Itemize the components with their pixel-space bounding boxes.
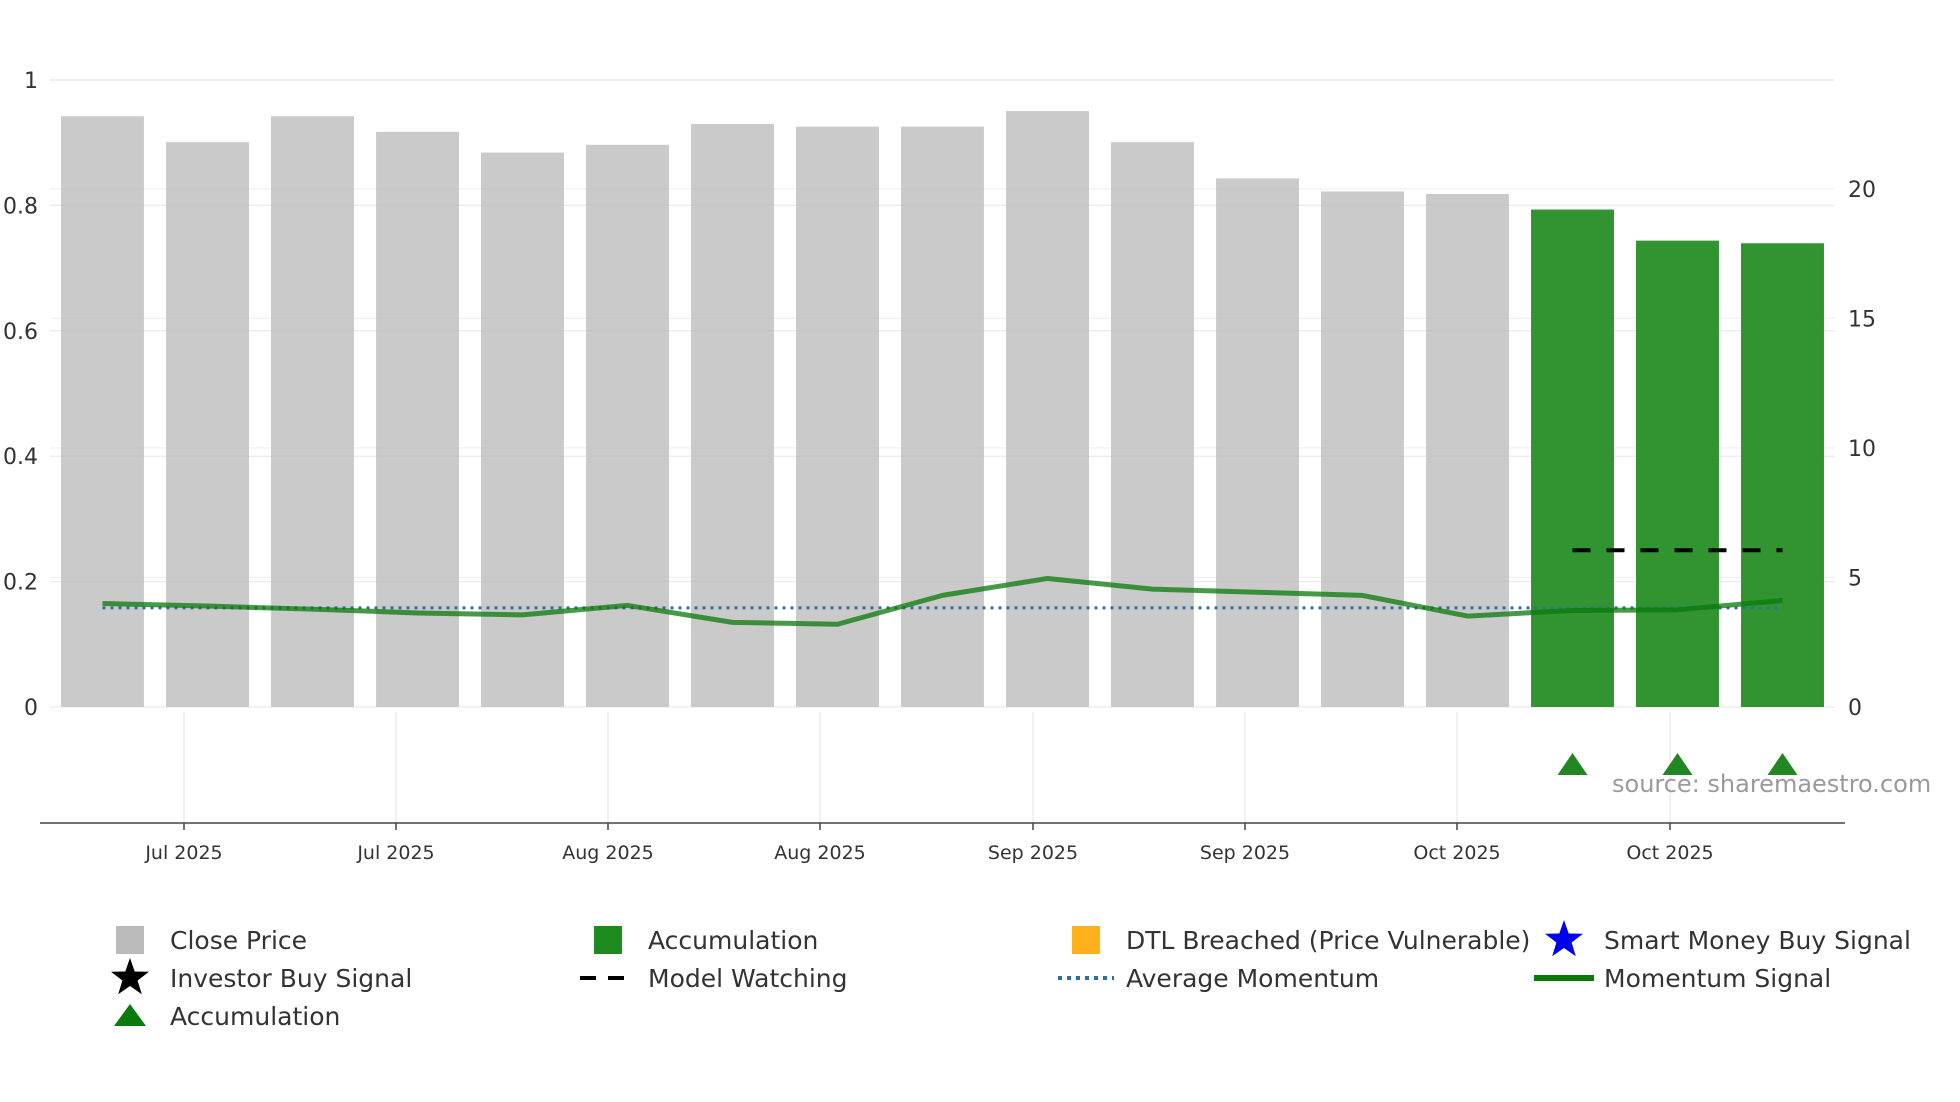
accumulation-bar	[1531, 209, 1614, 707]
right-tick-label: 5	[1848, 566, 1862, 591]
left-tick-label: 0	[24, 696, 38, 721]
legend-label: Close Price	[170, 926, 307, 955]
legend-label: DTL Breached (Price Vulnerable)	[1126, 926, 1530, 955]
close-price-bar	[586, 144, 669, 708]
legend-star-icon	[111, 958, 149, 995]
legend-label: Average Momentum	[1126, 964, 1379, 993]
close-price-bar	[271, 116, 354, 708]
left-tick-label: 0.6	[3, 320, 38, 345]
legend-label: Smart Money Buy Signal	[1604, 926, 1911, 955]
legend: Close Price Accumulation DTL Breached (Pri…	[111, 920, 1911, 1031]
x-tick-label: Aug 2025	[774, 842, 866, 864]
momentum-signal-line	[102, 575, 1783, 627]
legend-square-icon	[594, 926, 622, 954]
close-price-bar	[1216, 178, 1299, 708]
accumulation-bar	[1636, 240, 1719, 708]
accumulation-marker	[1662, 753, 1693, 775]
close-price-bar	[901, 126, 984, 708]
source-label: source: sharemaestro.com	[1612, 770, 1931, 798]
left-tick-label: 0.8	[3, 194, 38, 219]
legend-triangle-icon	[114, 1004, 146, 1026]
x-tick-label: Jul 2025	[356, 842, 434, 864]
x-tick-label: Oct 2025	[1626, 842, 1713, 864]
close-price-bar	[376, 131, 459, 707]
left-tick-label: 1	[24, 69, 38, 94]
accumulation-marker	[1767, 753, 1798, 775]
x-tick-label: Jul 2025	[144, 842, 222, 864]
right-axis: 0 5 10 15 20	[1848, 178, 1876, 721]
right-tick-label: 10	[1848, 437, 1876, 462]
left-tick-label: 0.4	[3, 445, 38, 470]
right-tick-label: 20	[1848, 178, 1876, 203]
close-price-bar	[166, 142, 249, 707]
accumulation-marker	[1557, 753, 1588, 775]
legend-square-icon	[116, 926, 144, 954]
legend-square-icon	[1072, 926, 1100, 954]
legend-label: Accumulation	[170, 1002, 340, 1031]
legend-label: Accumulation	[648, 926, 818, 955]
right-tick-label: 15	[1848, 307, 1876, 332]
legend-star-icon	[1545, 920, 1583, 957]
close-price-bar	[1006, 111, 1089, 707]
right-tick-label: 0	[1848, 696, 1862, 721]
left-axis: 0 0.2 0.4 0.6 0.8 1	[3, 69, 38, 721]
legend-label: Model Watching	[648, 964, 848, 993]
momentum-lines	[102, 548, 1783, 627]
x-tick-label: Sep 2025	[1200, 842, 1290, 864]
legend-label: Investor Buy Signal	[170, 964, 412, 993]
close-price-bar	[1111, 142, 1194, 707]
close-price-bar	[1426, 194, 1509, 707]
close-price-bar	[481, 152, 564, 707]
x-axis: Jul 2025 Jul 2025 Aug 2025 Aug 2025 Sep 2025…	[40, 822, 1845, 864]
x-tick-label: Aug 2025	[562, 842, 654, 864]
accumulation-bar	[1741, 243, 1824, 707]
left-tick-label: 0.2	[3, 571, 38, 596]
close-price-bar	[1321, 191, 1404, 708]
x-tick-label: Oct 2025	[1413, 842, 1500, 864]
close-price-bar	[796, 126, 879, 708]
close-price-bar	[61, 116, 144, 708]
signal-panel	[183, 712, 1798, 823]
close-price-bar	[691, 124, 774, 707]
close-price-bars	[61, 111, 1824, 708]
x-tick-label: Sep 2025	[988, 842, 1078, 864]
legend-label: Momentum Signal	[1604, 964, 1831, 993]
